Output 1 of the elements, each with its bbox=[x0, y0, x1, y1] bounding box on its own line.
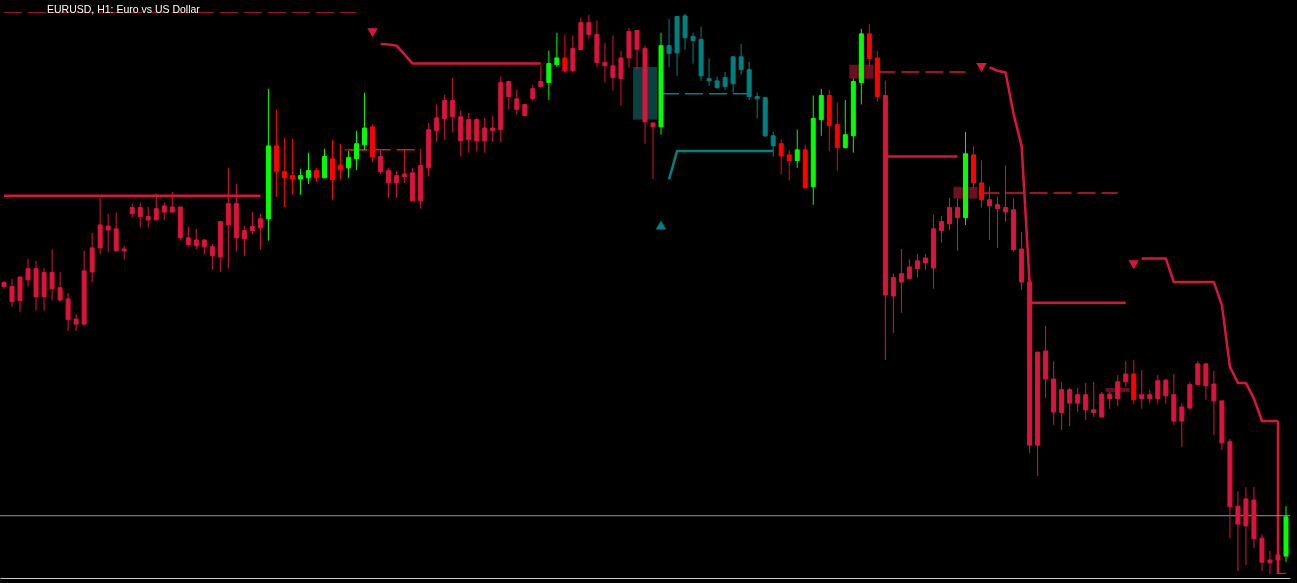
chart-title: EURUSD, H1: Euro vs US Dollar bbox=[47, 2, 201, 15]
